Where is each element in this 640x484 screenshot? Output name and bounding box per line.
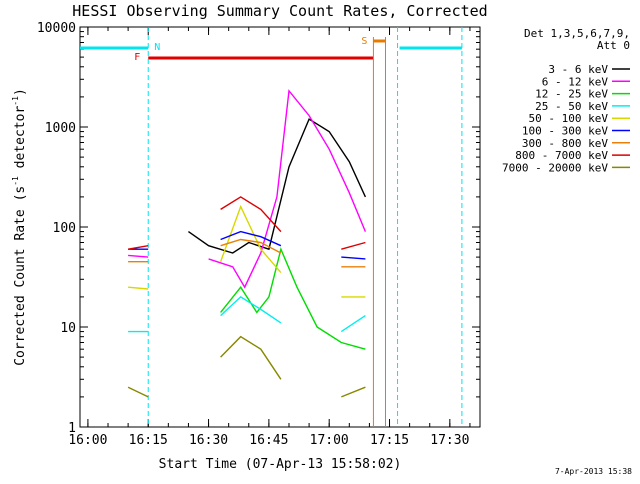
series-line-8 bbox=[127, 386, 149, 398]
legend-label: 6 - 12 keV bbox=[542, 75, 609, 88]
legend-label: 7000 - 20000 keV bbox=[502, 161, 608, 174]
x-tick-label: 17:00 bbox=[310, 433, 349, 448]
series-line-7 bbox=[127, 245, 149, 250]
series-line-5 bbox=[341, 256, 366, 260]
plot-frame bbox=[79, 26, 481, 428]
series-line-1 bbox=[128, 254, 149, 258]
x-tick-label: 17:15 bbox=[370, 433, 409, 448]
legend-label: 12 - 25 keV bbox=[535, 88, 608, 101]
series-line-0 bbox=[187, 118, 367, 254]
y-tick-label: 1000 bbox=[45, 121, 76, 136]
legend-header-line1: Det 1,3,5,6,7,9, bbox=[524, 27, 630, 40]
series-line-5 bbox=[220, 230, 282, 247]
y-axis-title-mid: detector bbox=[13, 106, 28, 177]
x-tick-label: 17:30 bbox=[430, 433, 469, 448]
legend-label: 100 - 300 keV bbox=[522, 125, 608, 138]
series-line-8 bbox=[341, 386, 366, 398]
series-line-4 bbox=[219, 204, 282, 274]
legend-label: 300 - 800 keV bbox=[522, 137, 608, 150]
series-line-7 bbox=[220, 196, 282, 233]
series-line-3 bbox=[220, 296, 282, 324]
legend-label: 50 - 100 keV bbox=[529, 112, 609, 125]
y-tick-label: 1 bbox=[68, 421, 76, 436]
series-line-1 bbox=[208, 89, 367, 289]
legend-label: 25 - 50 keV bbox=[535, 100, 608, 113]
legend-header-line2: Att 0 bbox=[597, 39, 630, 52]
series-line-3 bbox=[340, 315, 366, 333]
y-tick-label: 10000 bbox=[37, 21, 76, 36]
x-axis-title: Start Time (07-Apr-13 15:58:02) bbox=[159, 457, 402, 472]
series-line-8 bbox=[220, 335, 282, 380]
series-line-4 bbox=[128, 286, 149, 290]
legend-label: 800 - 7000 keV bbox=[515, 149, 608, 162]
y-axis-title-sup2: -1 bbox=[11, 96, 20, 106]
flag-label-F: F bbox=[134, 52, 140, 63]
legend-label: 3 - 6 keV bbox=[548, 63, 608, 76]
x-tick-label: 16:00 bbox=[68, 433, 107, 448]
flag-label-S: S bbox=[361, 36, 367, 47]
series-line-2 bbox=[220, 247, 366, 350]
y-tick-label: 10 bbox=[60, 321, 76, 336]
plot-layer: 1 10 100 1000 10000 16:00 16:15 16:30 16:45 17:00… bbox=[37, 21, 630, 448]
timestamp: 7-Apr-2013 15:38 bbox=[555, 467, 632, 476]
flag-label-N: N bbox=[154, 42, 160, 53]
x-tick-label: 16:30 bbox=[189, 433, 228, 448]
y-axis-title-sup1: -1 bbox=[11, 176, 20, 186]
y-axis-title-end: ) bbox=[13, 88, 28, 96]
series-line-6 bbox=[220, 238, 282, 254]
y-axis-title-main: Corrected Count Rate (s bbox=[13, 186, 28, 366]
y-axis-title: Corrected Count Rate (s-1 detector-1) bbox=[11, 88, 28, 366]
chart-title: HESSI Observing Summary Count Rates, Cor… bbox=[72, 2, 487, 20]
x-tick-label: 16:15 bbox=[129, 433, 168, 448]
series-line-7 bbox=[341, 241, 366, 250]
x-tick-label: 16:45 bbox=[249, 433, 288, 448]
y-tick-label: 100 bbox=[53, 221, 76, 236]
